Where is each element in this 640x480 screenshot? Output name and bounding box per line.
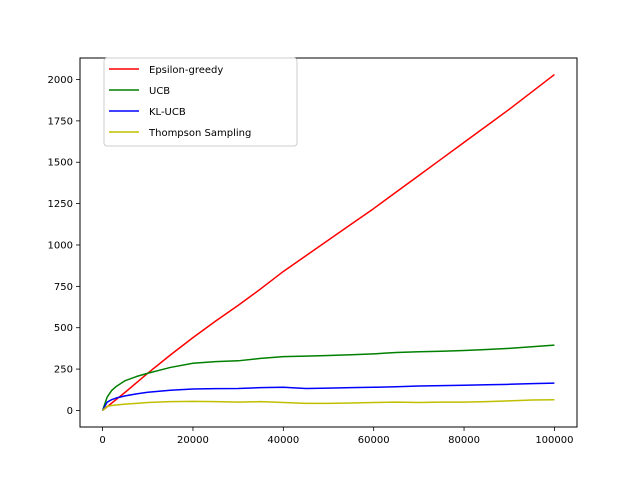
series-layer [101, 73, 555, 412]
y-tick-label: 1000 [48, 240, 73, 251]
legend: Epsilon-greedy UCB KL-UCB Thompson Sampling [103, 57, 298, 147]
series-line-0 [102, 73, 555, 412]
x-tick-label: 40000 [267, 435, 299, 446]
x-tick-label: 0 [99, 435, 105, 446]
x-tick-label: 100000 [535, 435, 573, 446]
y-axis: 0 250 500 750 1000 1250 1500 1750 2000 [48, 75, 80, 417]
y-tick-label: 1500 [48, 158, 73, 169]
series-line-1 [101, 344, 555, 411]
y-tick-label: 750 [54, 282, 73, 293]
legend-label: UCB [149, 86, 170, 97]
y-tick-label: 1250 [48, 199, 73, 210]
x-tick-label: 20000 [177, 435, 209, 446]
y-tick-label: 0 [67, 406, 73, 417]
x-tick-label: 80000 [448, 435, 480, 446]
x-axis: 0 20000 40000 60000 80000 100000 [99, 427, 574, 446]
y-tick-label: 500 [54, 323, 73, 334]
legend-label: Epsilon-greedy [149, 65, 223, 76]
legend-box [103, 57, 298, 147]
axes-frame [79, 57, 578, 428]
legend-label: Thompson Sampling [148, 128, 251, 139]
series-line-2 [101, 382, 555, 411]
y-tick-label: 1750 [48, 116, 73, 127]
legend-label: KL-UCB [149, 107, 186, 118]
y-tick-label: 250 [54, 365, 73, 376]
y-tick-label: 2000 [48, 75, 73, 86]
x-tick-label: 60000 [358, 435, 390, 446]
series-line-3 [102, 398, 555, 412]
